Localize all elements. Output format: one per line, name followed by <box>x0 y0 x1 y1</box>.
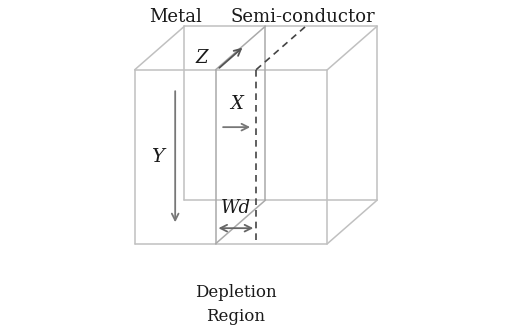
Text: Z: Z <box>195 49 208 67</box>
Text: X: X <box>230 95 243 113</box>
Text: Wd: Wd <box>221 199 251 217</box>
Text: Metal: Metal <box>149 8 202 26</box>
Text: Semi-conductor: Semi-conductor <box>230 8 375 26</box>
Text: Y: Y <box>151 148 164 166</box>
Text: Depletion
Region: Depletion Region <box>195 284 277 325</box>
